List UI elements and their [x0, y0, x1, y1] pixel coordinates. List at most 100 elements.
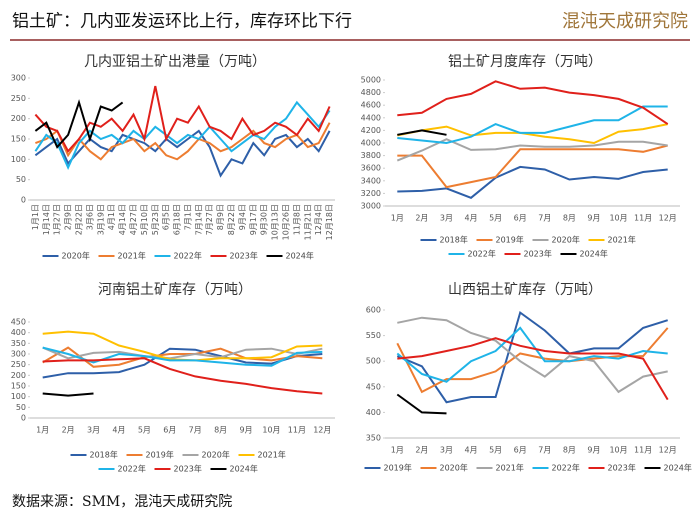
y-tick-label: 4600 [361, 101, 381, 110]
x-tick-label: 7月1日 [183, 204, 192, 230]
x-tick-label: 8月 [214, 426, 227, 435]
x-tick-label: 4月 [112, 426, 125, 435]
series-line [397, 144, 668, 189]
x-tick-label: 9月17日 [249, 204, 258, 235]
logo: 混沌天成研究院 [562, 11, 688, 32]
x-tick-label: 10月13日 [271, 204, 280, 240]
y-tick-label: 100 [11, 392, 26, 401]
series-line [396, 138, 668, 162]
legend-label: 2023年 [174, 464, 202, 474]
x-tick-label: 1月1日 [31, 204, 40, 230]
legend-label: 2023年 [524, 249, 552, 259]
x-tick-label: 11月 [288, 426, 306, 435]
y-tick-label: 3600 [361, 164, 381, 173]
x-tick-label: 3月 [87, 426, 100, 435]
x-tick-label: 9月4日 [238, 204, 247, 230]
series-line [42, 346, 323, 368]
series-line [34, 100, 331, 170]
x-tick-label: 6月18日 [173, 204, 182, 235]
series-line [42, 346, 323, 360]
x-tick-label: 6月5日 [162, 204, 171, 230]
x-tick-label: 12月4日 [314, 204, 323, 235]
series-line [397, 165, 668, 199]
x-tick-label: 9月 [239, 426, 252, 435]
legend-label: 2021年 [608, 235, 636, 245]
series-line [397, 80, 669, 125]
y-tick-label: 100 [11, 155, 26, 164]
series-line [397, 337, 669, 401]
legend-label: 2022年 [118, 464, 146, 474]
legend-label: 2022年 [552, 463, 580, 473]
legend-label: 2019年 [146, 450, 174, 460]
x-tick-label: 2月 [62, 426, 75, 435]
y-tick-label: 250 [11, 360, 26, 369]
x-tick-label: 3月6日 [85, 204, 94, 230]
y-tick-label: 4200 [361, 126, 381, 135]
x-tick-label: 3月 [440, 446, 453, 455]
y-tick-label: 550 [366, 331, 381, 340]
series-line [42, 357, 323, 395]
legend-label: 2020年 [440, 463, 468, 473]
legend-label: 2020年 [552, 235, 580, 245]
x-tick-label: 2月 [415, 446, 428, 455]
legend-label: 2021年 [258, 450, 286, 460]
legend-label: 2024年 [580, 249, 608, 259]
x-tick-label: 11月21日 [303, 204, 312, 240]
series-line [396, 310, 668, 404]
x-tick-label: 5月 [138, 426, 151, 435]
x-tick-label: 6月 [163, 426, 176, 435]
series-line [35, 122, 331, 161]
slide-title: 铝土矿：几内亚发运环比上行，库存环比下行 [12, 12, 352, 32]
series-line [396, 393, 447, 415]
y-tick-label: 3000 [361, 202, 381, 211]
x-tick-label: 12月18日 [325, 204, 334, 240]
legend-label: 2019年 [496, 235, 524, 245]
x-tick-label: 8月 [563, 214, 576, 223]
x-tick-label: 1月 [36, 426, 49, 435]
x-tick-label: 5月 [489, 446, 502, 455]
series-line [397, 316, 668, 394]
y-tick-label: 3800 [361, 151, 381, 160]
y-tick-label: 200 [11, 371, 26, 380]
x-tick-label: 10月26日 [281, 204, 290, 240]
legend-label: 2024年 [664, 463, 692, 473]
x-tick-label: 7月 [538, 214, 551, 223]
y-tick-label: 300 [11, 74, 26, 83]
chart-title: 山西铝土矿库存（万吨） [448, 282, 602, 298]
x-tick-label: 4月1日 [107, 204, 116, 230]
series-line [397, 123, 668, 145]
x-tick-label: 2月9日 [64, 204, 73, 230]
x-tick-label: 1月27日 [53, 204, 62, 235]
x-tick-label: 10月 [609, 214, 627, 223]
legend-label: 2021年 [118, 251, 146, 261]
y-tick-label: 150 [11, 382, 26, 391]
x-tick-label: 11月 [634, 214, 652, 223]
y-tick-label: 0 [21, 414, 26, 423]
x-tick-label: 1月14日 [42, 204, 51, 235]
legend-label: 2023年 [608, 463, 636, 473]
x-tick-label: 12月 [659, 214, 677, 223]
y-tick-label: 150 [11, 135, 26, 144]
x-tick-label: 10月 [262, 426, 280, 435]
x-tick-label: 9月 [587, 446, 600, 455]
series-line [397, 105, 668, 145]
y-tick-label: 350 [11, 339, 26, 348]
x-tick-label: 7月27日 [205, 204, 214, 235]
series-line [34, 85, 331, 153]
x-tick-label: 7月 [538, 446, 551, 455]
legend-label: 2022年 [468, 249, 496, 259]
series-line [397, 129, 447, 136]
x-tick-label: 11月 [634, 446, 652, 455]
legend-label: 2024年 [230, 464, 258, 474]
y-tick-label: 5000 [361, 76, 381, 85]
x-tick-label: 4月14日 [118, 204, 127, 235]
x-tick-label: 3月 [440, 214, 453, 223]
x-tick-label: 1月 [391, 446, 404, 455]
chart-title: 几内亚铝土矿出港量（万吨） [84, 54, 266, 70]
x-tick-label: 4月27日 [129, 204, 138, 235]
x-tick-label: 5月23日 [151, 204, 160, 235]
y-tick-label: 4000 [361, 139, 381, 148]
legend-label: 2018年 [440, 235, 468, 245]
x-tick-label: 11月8日 [292, 204, 301, 235]
